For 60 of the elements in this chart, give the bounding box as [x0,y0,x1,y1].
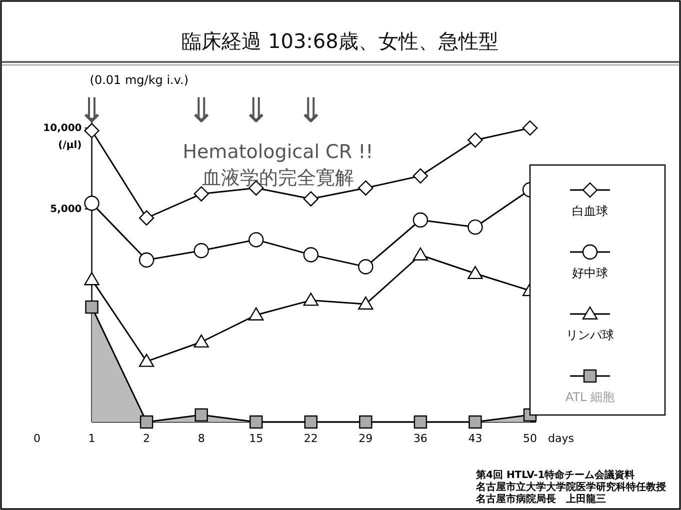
legend-label: ATL 細胞 [565,390,615,404]
annotation: ⇓ [242,91,270,131]
point [468,266,483,280]
text: 名古屋市立大学大学院医学研究科特任教授 [475,481,666,493]
text: 名古屋市病院局長 上田龍三 [475,493,606,505]
x-tick-label: 15 [249,432,264,445]
annotation: 血液学的完全寛解 [202,167,354,189]
legend-label: リンパ球 [566,328,614,342]
point [468,219,483,235]
x-tick-label: 29 [358,432,373,445]
x-tick-label: 2 [143,432,150,445]
point [194,186,209,202]
point [248,232,264,248]
legend-label: 好中球 [572,266,608,280]
x-tick-label: 0 [34,432,40,445]
x-tick-label: 1 [88,432,96,445]
point [359,415,372,429]
x-tick-label: 36 [413,432,428,445]
point [414,415,428,429]
point [194,334,209,348]
point [358,259,374,274]
chart-title: 臨床経過 103:68歳、女性、急性型 [182,29,498,53]
point [303,191,318,206]
text: 第4回 HTLV-1特命チーム会議資料 [475,469,635,481]
point [412,212,428,228]
point [138,210,154,226]
text: (0.01 mg/kg i.v.) [90,73,189,87]
point [412,247,428,261]
x-tick-label: 50 [523,432,537,445]
annotation: ⇓ [296,91,326,131]
y-axis-title: (/μl) [58,140,82,151]
x-tick-label: 43 [468,432,482,445]
point [140,415,154,429]
point [358,180,374,196]
point [194,408,208,422]
annotation: 10,000 [43,123,82,134]
point [304,415,318,429]
point [468,132,483,148]
point [303,247,318,262]
x-axis-title: days [548,432,574,445]
point [250,415,263,429]
annotation: Hematological CR !! [182,141,374,163]
point [194,243,209,258]
x-tick-label: 8 [198,432,205,445]
annotation: 5,000 [50,204,82,215]
point [138,252,154,268]
point [84,196,100,211]
point [85,300,98,314]
point [248,307,264,320]
point [84,272,100,286]
point [412,168,428,184]
x-tick-label: 22 [304,432,318,445]
legend-label: 白血球 [572,204,608,218]
annotation: ⇓ [187,91,216,131]
point [522,120,538,136]
point [358,296,374,310]
point [468,415,482,429]
point [138,354,154,367]
point [84,123,100,138]
point [303,292,318,306]
